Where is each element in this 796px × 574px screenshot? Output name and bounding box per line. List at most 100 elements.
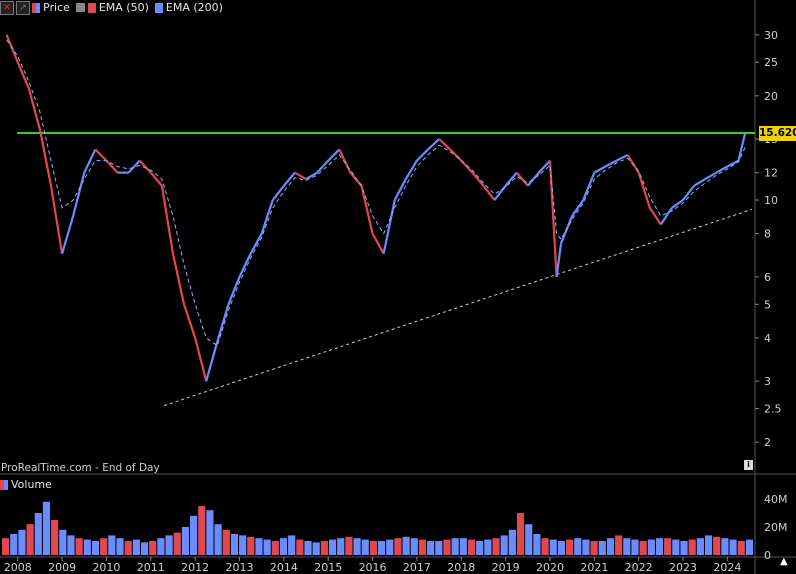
price-segment	[27, 88, 41, 130]
volume-bar	[639, 541, 647, 555]
price-segment	[471, 171, 485, 187]
x-tick-label: 2017	[403, 561, 431, 574]
x-tick-label: 2022	[625, 561, 653, 574]
volume-bar	[435, 541, 443, 555]
price-segment	[249, 233, 263, 255]
volume-bar	[26, 524, 34, 555]
legend-ema200[interactable]: EMA (200)	[154, 1, 223, 14]
price-segment	[382, 199, 396, 254]
volume-bar	[606, 538, 615, 555]
y-tick-label: 5	[764, 298, 771, 311]
price-segment	[327, 148, 341, 162]
volume-label: Volume	[11, 478, 52, 491]
price-segment	[404, 160, 418, 180]
candlestick-icon	[32, 2, 40, 13]
close-chart-button[interactable]: ✕	[0, 0, 14, 15]
volume-bar	[18, 529, 26, 555]
price-segment	[183, 303, 197, 339]
x-tick-label: 2012	[181, 561, 209, 574]
price-segment	[582, 172, 596, 201]
volume-bar	[713, 536, 721, 555]
legend-ema200-label: EMA (200)	[165, 1, 223, 14]
volume-bar	[108, 535, 116, 555]
price-segment	[316, 159, 330, 174]
volume-bar	[288, 535, 296, 555]
volume-bar	[369, 541, 377, 555]
volume-bar	[132, 539, 140, 555]
volume-bar	[157, 538, 165, 555]
volume-bar	[279, 538, 288, 555]
volume-bar	[655, 538, 664, 555]
volume-bar	[664, 538, 672, 555]
price-segment	[72, 172, 86, 217]
volume-bar	[549, 539, 557, 555]
volume-bar	[304, 541, 312, 555]
volume-bar	[566, 539, 574, 555]
y-tick-label: 20	[764, 90, 778, 103]
volume-bar	[173, 532, 181, 555]
volume-bar	[427, 541, 435, 555]
volume-bar	[737, 541, 745, 555]
volume-bar	[337, 538, 345, 555]
x-tick-label: 2014	[270, 561, 298, 574]
volume-bar	[688, 539, 696, 555]
volume-icon	[0, 479, 8, 490]
price-segment	[482, 185, 496, 201]
info-icon[interactable]: i	[744, 460, 753, 470]
expand-panel-icon[interactable]: ▲	[780, 556, 788, 567]
price-segment	[648, 207, 662, 226]
legend-price[interactable]: Price	[32, 1, 70, 14]
price-segment	[659, 207, 673, 226]
volume-bar	[582, 539, 590, 555]
volume-bar	[312, 542, 320, 555]
y-tick-label: 10	[764, 194, 778, 207]
volume-legend[interactable]: Volume	[0, 477, 52, 492]
volume-bar	[328, 539, 337, 555]
price-segment	[160, 185, 175, 254]
y-tick-label: 25	[764, 56, 778, 69]
price-segment	[526, 171, 540, 187]
y-tick-label: 2	[764, 436, 771, 449]
x-tick-label: 2008	[4, 561, 32, 574]
current-price-marker: 15.620	[759, 126, 796, 141]
volume-bar	[206, 510, 214, 555]
x-tick-label: 2015	[314, 561, 342, 574]
volume-bar	[67, 535, 75, 555]
volume-bar	[672, 539, 680, 555]
volume-bar	[402, 536, 410, 555]
volume-bar	[124, 541, 132, 555]
price-segment	[238, 253, 252, 278]
volume-bar	[516, 513, 525, 555]
trendlines	[17, 131, 755, 407]
price-segment	[260, 199, 274, 234]
price-segment	[737, 132, 747, 161]
price-segment	[94, 148, 108, 162]
chart-legend: ✕ ↗ Price EMA (50) EMA (200)	[0, 0, 229, 15]
y-tick-label: 12	[764, 167, 778, 180]
expand-chart-button[interactable]: ↗	[16, 0, 30, 15]
volume-bar	[34, 513, 42, 555]
volume-bar	[467, 539, 476, 555]
x-tick-label: 2016	[359, 561, 387, 574]
volume-bar	[214, 524, 222, 555]
price-segment	[671, 199, 684, 209]
price-segment	[571, 199, 585, 217]
volume-bar	[410, 538, 418, 555]
volume-bar	[631, 539, 639, 555]
y-tick-label: 30	[764, 29, 778, 42]
legend-ema50[interactable]: EMA (50)	[75, 1, 149, 14]
source-label: ProRealTime.com - End of Day	[1, 462, 160, 474]
volume-bar	[345, 536, 353, 555]
volume-bar	[745, 539, 753, 555]
volume-tick-label: 20M	[764, 521, 788, 534]
y-tick-label: 2.5	[764, 403, 782, 416]
price-segment	[416, 148, 429, 162]
volume-bar	[378, 541, 386, 555]
price-segment	[49, 185, 64, 254]
price-segment	[227, 276, 241, 305]
price-segment	[604, 159, 618, 168]
volume-bar	[525, 524, 533, 555]
price-segment	[715, 165, 728, 174]
